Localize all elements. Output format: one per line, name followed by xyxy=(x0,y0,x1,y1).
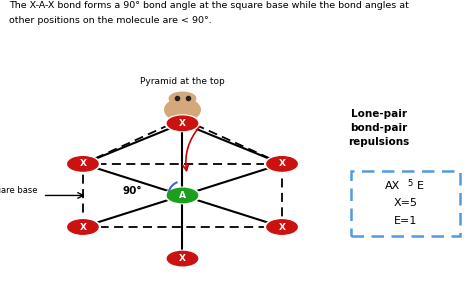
Circle shape xyxy=(165,115,200,131)
Circle shape xyxy=(167,116,198,131)
Circle shape xyxy=(68,157,98,171)
Circle shape xyxy=(264,219,300,235)
Text: Lone-pair
bond-pair
repulsions: Lone-pair bond-pair repulsions xyxy=(348,109,410,147)
Circle shape xyxy=(165,187,200,204)
Circle shape xyxy=(165,250,200,267)
Text: X: X xyxy=(179,254,186,263)
Text: Square base: Square base xyxy=(0,186,38,195)
Circle shape xyxy=(65,155,100,172)
Text: The X-A-X bond forms a 90° bond angle at the square base while the bond angles a: The X-A-X bond forms a 90° bond angle at… xyxy=(9,1,410,10)
Circle shape xyxy=(169,92,196,105)
Text: 90°: 90° xyxy=(123,186,142,196)
Circle shape xyxy=(267,220,297,234)
Text: X: X xyxy=(80,160,86,168)
Text: X: X xyxy=(279,160,285,168)
Text: X: X xyxy=(179,119,186,128)
Circle shape xyxy=(167,251,198,266)
Text: E=1: E=1 xyxy=(393,216,417,226)
Text: other positions on the molecule are < 90°.: other positions on the molecule are < 90… xyxy=(9,16,212,25)
Text: X: X xyxy=(80,223,86,231)
Text: AX: AX xyxy=(385,181,401,191)
Circle shape xyxy=(264,155,300,172)
Text: A: A xyxy=(179,191,186,200)
Text: Pyramid at the top: Pyramid at the top xyxy=(140,77,225,86)
Ellipse shape xyxy=(165,99,200,121)
Circle shape xyxy=(267,157,297,171)
Circle shape xyxy=(68,220,98,234)
Circle shape xyxy=(167,188,198,203)
Text: 5: 5 xyxy=(408,179,413,188)
FancyBboxPatch shape xyxy=(351,171,460,236)
Text: X=5: X=5 xyxy=(393,198,417,208)
Text: E: E xyxy=(417,181,424,191)
Circle shape xyxy=(65,219,100,235)
Text: X: X xyxy=(279,223,285,231)
